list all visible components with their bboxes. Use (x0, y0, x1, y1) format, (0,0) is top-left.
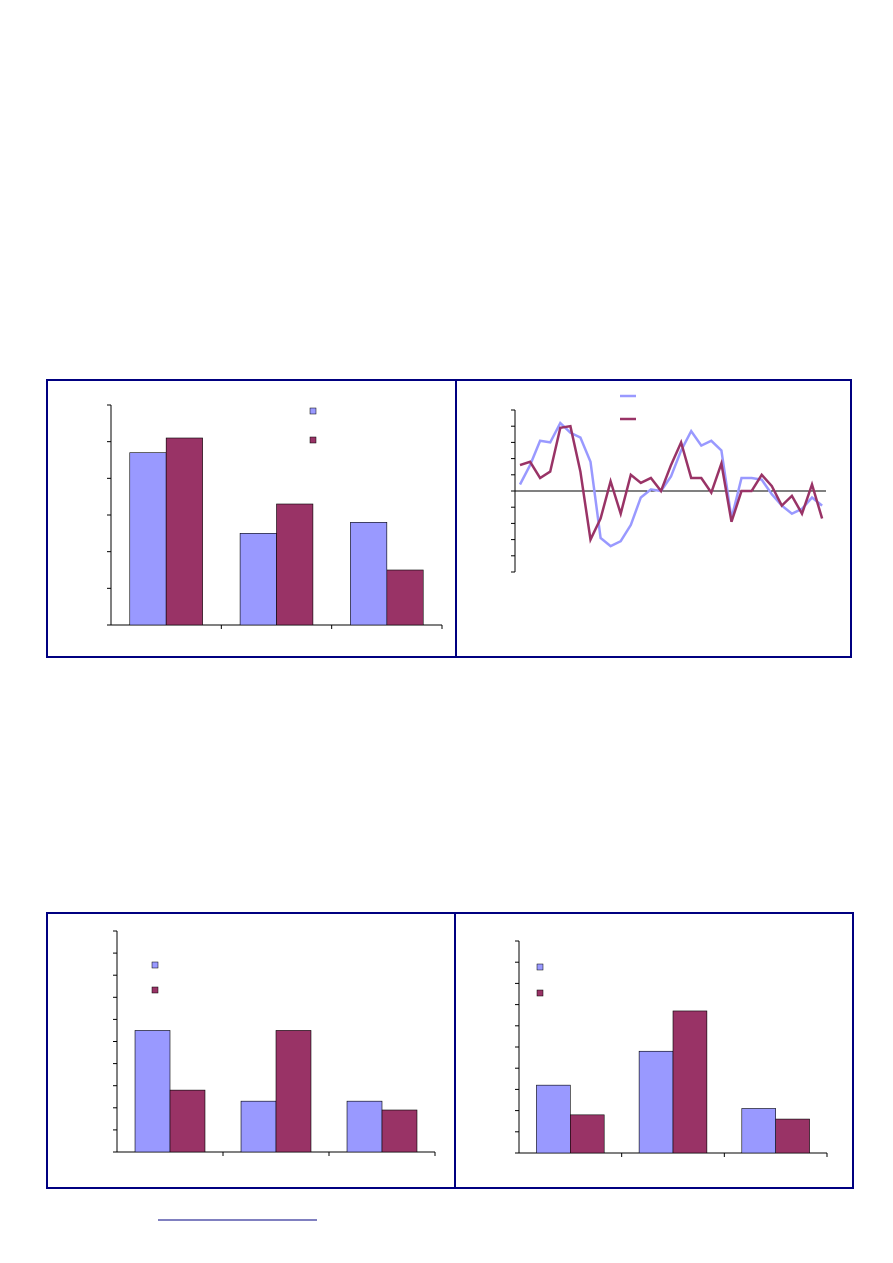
bar (570, 1114, 605, 1154)
bar (741, 1108, 776, 1154)
bar (350, 522, 388, 626)
bar (638, 1050, 674, 1154)
legend-marker (536, 963, 544, 971)
bar (169, 1089, 206, 1153)
bar (346, 1100, 383, 1153)
bar (276, 503, 314, 626)
line-series (518, 420, 823, 548)
bar (239, 533, 277, 626)
bar (672, 1010, 708, 1154)
bar (536, 1084, 571, 1154)
legend-marker (151, 961, 159, 969)
bar (240, 1100, 277, 1153)
figure-frame (46, 379, 852, 658)
line-series (519, 424, 824, 544)
bar (129, 452, 167, 626)
bar (381, 1109, 418, 1153)
legend-marker (151, 986, 159, 994)
bar (775, 1118, 810, 1154)
bar (386, 569, 424, 626)
bar (165, 437, 203, 626)
figure-frame (46, 912, 854, 1189)
legend-marker (536, 989, 544, 997)
bar (275, 1030, 312, 1153)
bar (134, 1030, 171, 1153)
legend-marker (309, 407, 317, 415)
legend-marker (309, 436, 317, 444)
